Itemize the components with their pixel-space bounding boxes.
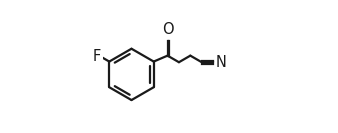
Text: N: N <box>215 55 226 70</box>
Text: F: F <box>92 49 101 65</box>
Text: O: O <box>163 22 174 37</box>
